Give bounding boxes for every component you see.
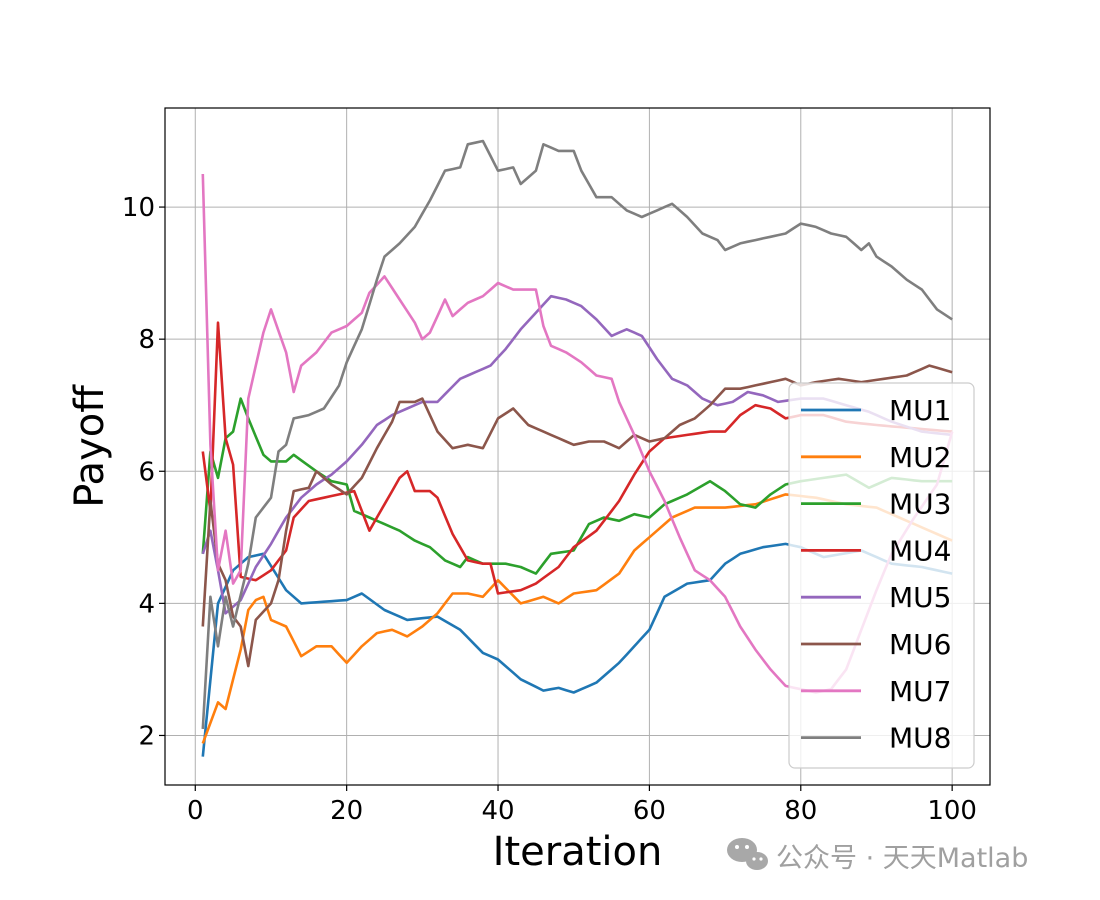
x-tick-label: 40 bbox=[481, 796, 514, 826]
wechat-icon bbox=[727, 838, 768, 870]
watermark: 公众号 · 天天Matlab bbox=[727, 838, 1028, 874]
x-axis-ticks: 0 20 40 60 80 100 bbox=[187, 785, 977, 826]
y-tick-label: 10 bbox=[122, 193, 155, 223]
legend-label: MU8 bbox=[889, 722, 951, 755]
y-axis-label: Payoff bbox=[67, 384, 113, 508]
plot-frame bbox=[164, 107, 991, 786]
x-tick-label: 80 bbox=[784, 796, 817, 826]
legend: MU1 MU2 MU3 MU4 MU5 MU6 MU7 MU8 bbox=[788, 382, 975, 769]
legend-label: MU3 bbox=[889, 488, 951, 521]
watermark-text: 公众号 · 天天Matlab bbox=[776, 843, 1028, 874]
legend-label: MU7 bbox=[889, 675, 951, 708]
x-tick-label: 0 bbox=[187, 796, 204, 826]
x-tick-label: 60 bbox=[633, 796, 666, 826]
legend-label: MU6 bbox=[889, 628, 951, 661]
legend-label: MU4 bbox=[889, 534, 951, 567]
series-line-mu6 bbox=[201, 364, 953, 668]
y-axis-ticks: 2 4 6 8 10 bbox=[122, 193, 165, 751]
x-tick-label: 20 bbox=[330, 796, 363, 826]
y-tick-label: 2 bbox=[138, 721, 155, 751]
y-tick-label: 6 bbox=[138, 457, 155, 487]
legend-label: MU2 bbox=[889, 441, 951, 474]
legend-label: MU1 bbox=[889, 394, 951, 427]
x-tick-label: 100 bbox=[927, 796, 977, 826]
y-tick-label: 4 bbox=[138, 589, 155, 619]
series-line-mu8 bbox=[201, 139, 953, 729]
x-axis-label: Iteration bbox=[493, 829, 663, 875]
y-tick-label: 8 bbox=[138, 325, 155, 355]
legend-box bbox=[788, 382, 975, 769]
legend-label: MU5 bbox=[889, 581, 951, 614]
